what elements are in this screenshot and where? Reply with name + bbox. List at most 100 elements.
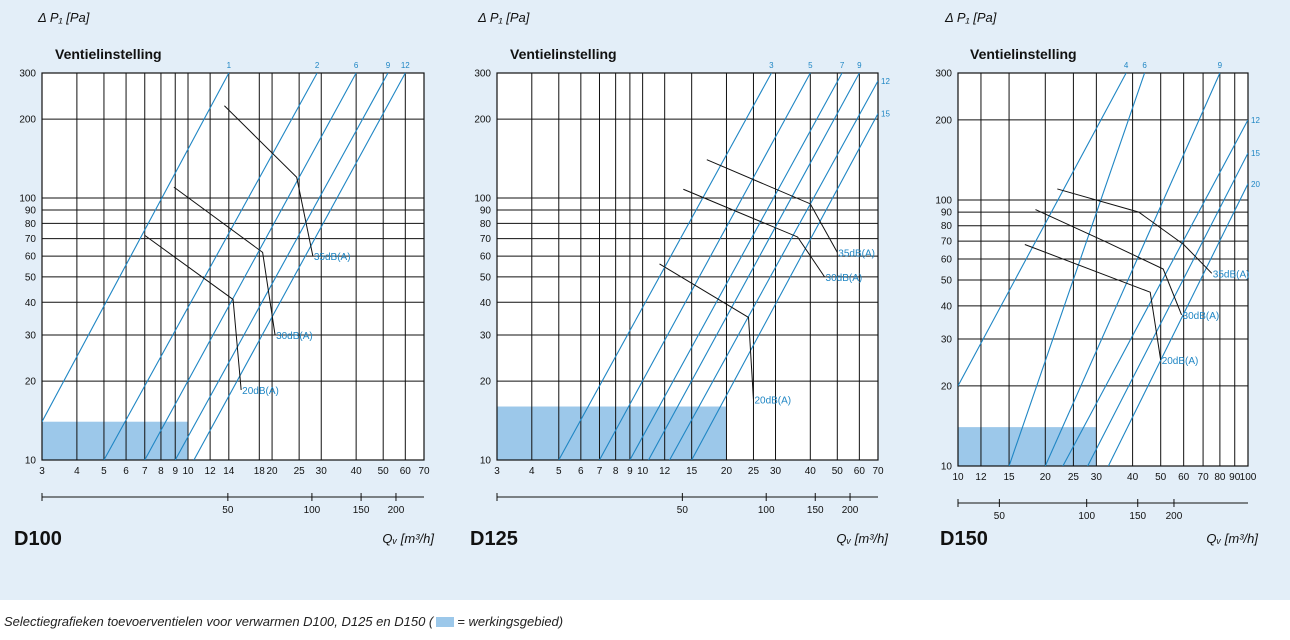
y-tick-label: 30 [480,330,492,341]
x-tick-label: 50 [1155,472,1167,483]
y-axis-label: Δ P₁ [Pa] [477,10,530,25]
setting-line-label: 9 [857,61,862,70]
y-tick-label: 200 [935,115,952,126]
x-tick-label: 25 [294,466,306,477]
operating-area [497,406,727,460]
x-tick-label: 20 [267,466,279,477]
x-tick-label: 7 [142,466,148,477]
x-tick-label: 20 [721,466,733,477]
setting-line [1062,119,1248,466]
setting-line [193,72,406,460]
setting-line [1008,72,1146,466]
y-tick-label: 100 [935,195,952,206]
secondary-tick-label: 100 [1078,511,1095,522]
noise-line-label: 20dB(A) [242,386,279,397]
x-tick-label: 3 [39,466,45,477]
setting-line-label: 2 [315,61,320,70]
x-tick-label: 30 [316,466,328,477]
setting-line [1087,152,1248,466]
charts-canvas: 3 4 5 6 7 8 9 10 12 14 18 20 25 30 40 50 60 7010203040506… [14,10,1260,550]
plot-frame [41,72,425,461]
y-tick-label: 70 [480,234,492,245]
setting-line-label: 12 [401,61,410,70]
y-tick-label: 60 [941,254,953,265]
setting-line-label: 9 [386,61,391,70]
y-tick-label: 80 [25,219,37,230]
setting-line [691,113,878,460]
x-tick-label: 8 [158,466,164,477]
noise-line [1035,209,1183,316]
figure-caption: Selectiegrafieken toevoerventielen voor … [4,614,563,629]
plot-area [497,73,878,460]
noise-line [659,263,754,400]
operating-area-swatch-icon [436,617,455,627]
x-tick-label: 3 [494,466,500,477]
noise-line [1057,188,1213,274]
x-tick-label: 50 [832,466,844,477]
y-tick-label: 300 [19,69,36,80]
setting-line [1107,183,1248,466]
setting-line-label: 15 [1251,149,1260,158]
x-tick-label: 10 [182,466,194,477]
secondary-tick-label: 150 [353,505,370,516]
x-tick-label: 4 [529,466,535,477]
setting-line-label: 12 [881,77,890,86]
y-tick-label: 20 [480,377,492,388]
x-tick-label: 70 [418,466,430,477]
y-tick-label: 40 [480,298,492,309]
y-tick-label: 20 [941,381,953,392]
setting-line-label: 3 [769,61,774,70]
chart-title: D125 [470,528,518,550]
y-tick-label: 30 [25,330,37,341]
x-tick-label: 100 [1240,472,1257,483]
noise-line [683,188,825,278]
chart-subtitle: Ventielinstelling [510,46,617,62]
noise-line-label: 30dB(A) [826,273,863,284]
setting-line-label: 9 [1218,61,1223,70]
setting-line [958,72,1127,387]
x-tick-label: 10 [637,466,649,477]
caption-text-after: = werkingsgebied) [457,614,564,629]
y-tick-label: 60 [480,252,492,263]
setting-line-label: 6 [354,61,359,70]
y-tick-label: 20 [25,377,37,388]
secondary-tick-label: 200 [388,505,405,516]
setting-line-label: 1 [227,61,232,70]
secondary-tick-label: 100 [304,505,321,516]
noise-line [173,186,276,336]
x-tick-label: 5 [556,466,562,477]
plot-area [958,73,1248,466]
noise-line-label: 35dB(A) [1213,269,1250,280]
noise-line-label: 35dB(A) [314,252,351,263]
noise-line [706,159,838,253]
x-axis-label: Qᵥ [m³/h] [382,531,434,546]
y-tick-label: 60 [25,252,37,263]
x-axis-label: Qᵥ [m³/h] [1206,531,1258,546]
y-tick-label: 30 [941,335,953,346]
setting-line [144,72,357,460]
noise-line-label: 20dB(A) [1162,356,1199,367]
setting-line [42,72,230,422]
y-tick-label: 90 [941,208,953,219]
y-tick-label: 70 [25,234,37,245]
x-tick-label: 9 [172,466,178,477]
y-tick-label: 40 [25,298,37,309]
chart-d150: 10 12 15 20 25 30 40 50 60 70 80 90 1001020304050607… [935,10,1260,550]
y-tick-label: 90 [25,205,37,216]
y-tick-label: 70 [941,237,953,248]
y-tick-label: 10 [25,456,37,467]
x-tick-label: 6 [578,466,584,477]
y-tick-label: 50 [25,272,37,283]
secondary-tick-label: 150 [807,505,824,516]
x-tick-label: 25 [748,466,760,477]
noise-line [224,105,314,257]
x-tick-label: 80 [1214,472,1226,483]
x-tick-label: 70 [1198,472,1210,483]
y-tick-label: 200 [19,115,36,126]
x-tick-label: 9 [627,466,633,477]
x-tick-label: 7 [597,466,603,477]
y-tick-label: 80 [480,219,492,230]
x-tick-label: 20 [1040,472,1052,483]
chart-d100: 3 4 5 6 7 8 9 10 12 14 18 20 25 30 40 50 60 7010203040506… [14,10,434,550]
x-tick-label: 8 [613,466,619,477]
